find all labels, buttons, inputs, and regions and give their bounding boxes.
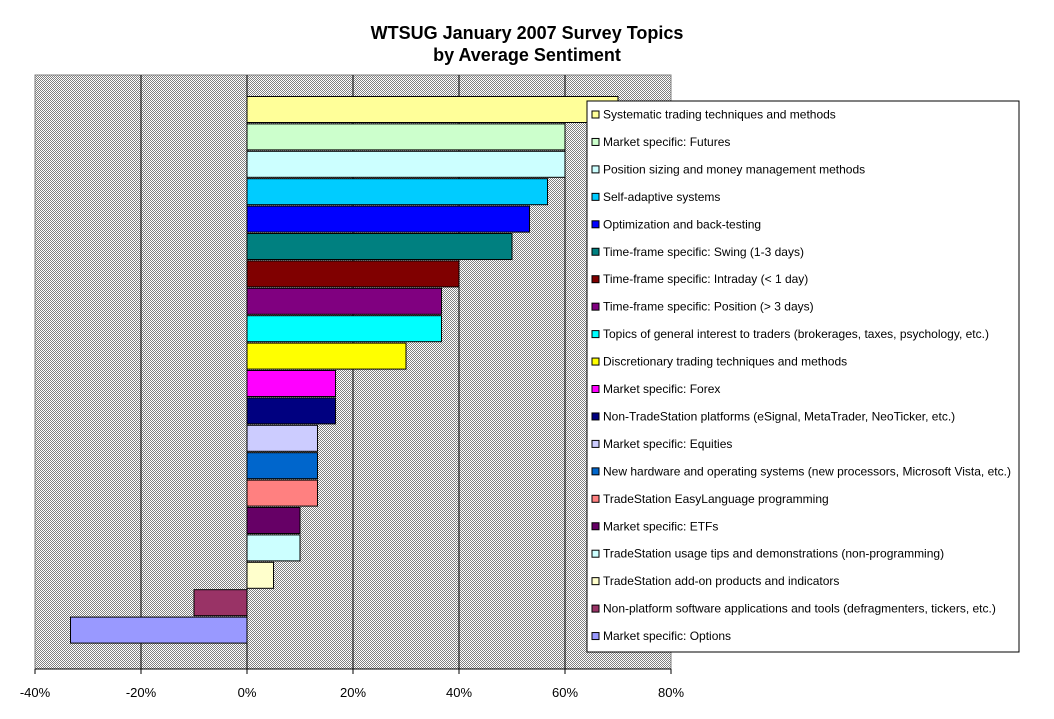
legend-swatch — [591, 385, 600, 393]
legend-swatch — [591, 165, 600, 174]
bar — [246, 205, 530, 233]
bar — [246, 534, 301, 562]
x-tick-label: 20% — [340, 685, 366, 700]
bar — [193, 589, 248, 617]
bar — [246, 150, 566, 178]
chart-subtitle: by Average Sentiment — [433, 45, 621, 65]
legend-label: Time-frame specific: Intraday (< 1 day) — [603, 272, 808, 286]
legend-swatch — [591, 357, 600, 366]
legend-swatch — [591, 577, 600, 586]
legend-label: Self-adaptive systems — [603, 190, 720, 204]
x-tick-label: 80% — [658, 685, 684, 700]
legend-swatch — [591, 549, 600, 558]
bar — [246, 424, 318, 452]
legend-swatch — [591, 220, 600, 229]
legend-label: Time-frame specific: Position (> 3 days) — [603, 300, 814, 314]
legend-label: Market specific: ETFs — [603, 519, 718, 533]
legend-label: Systematic trading techniques and method… — [603, 108, 836, 122]
legend-label: Topics of general interest to traders (b… — [603, 327, 989, 341]
x-axis: -40% -20% 0% 20% 40% 60% 80% — [20, 668, 684, 700]
legend-label: Market specific: Forex — [603, 382, 720, 396]
legend-swatch — [591, 494, 600, 503]
legend-label: Time-frame specific: Swing (1-3 days) — [603, 245, 804, 259]
legend-label: Non-TradeStation platforms (eSignal, Met… — [603, 409, 955, 423]
bar — [246, 397, 337, 425]
chart-title: WTSUG January 2007 Survey Topics by Aver… — [0, 22, 1054, 66]
x-tick-label: 60% — [552, 685, 578, 700]
bar — [246, 370, 337, 397]
legend-swatch — [591, 439, 600, 448]
x-tick-label: 0% — [238, 685, 257, 700]
bar — [246, 507, 301, 534]
legend-swatch — [591, 110, 600, 119]
legend-swatch — [591, 302, 600, 311]
legend-swatch — [591, 632, 600, 641]
legend-label: TradeStation EasyLanguage programming — [603, 492, 829, 506]
x-tick-label: 40% — [446, 685, 472, 700]
bar — [246, 479, 318, 507]
legend-swatch — [591, 604, 600, 613]
bar — [246, 452, 318, 480]
legend-swatch — [591, 192, 600, 201]
bar — [246, 178, 549, 206]
legend-label: New hardware and operating systems (new … — [603, 464, 1011, 478]
bars-group — [70, 96, 619, 644]
legend-box — [586, 100, 1020, 653]
legend-swatch — [591, 247, 600, 256]
bar — [246, 123, 566, 151]
legend-label: Market specific: Futures — [603, 135, 730, 149]
bar — [246, 315, 443, 343]
bar — [246, 96, 619, 123]
legend-label: Market specific: Equities — [603, 437, 732, 451]
legend-label: Position sizing and money management met… — [603, 162, 865, 176]
legend-label: TradeStation usage tips and demonstratio… — [603, 547, 944, 561]
legend-label: Non-platform software applications and t… — [603, 602, 996, 616]
bar — [246, 342, 407, 370]
x-tick-label: -40% — [20, 685, 51, 700]
bar — [246, 260, 460, 288]
bar — [246, 561, 274, 589]
x-tick-label: -20% — [126, 685, 157, 700]
legend-swatch — [591, 467, 600, 476]
legend-swatch — [591, 137, 600, 146]
legend-label: Optimization and back-testing — [603, 217, 761, 231]
legend: Systematic trading techniques and method… — [586, 100, 1020, 653]
bar — [246, 233, 513, 260]
bar — [70, 616, 248, 644]
legend-swatch — [591, 412, 600, 421]
legend-label: Discretionary trading techniques and met… — [603, 355, 847, 369]
legend-swatch — [591, 330, 600, 339]
legend-label: Market specific: Options — [603, 629, 731, 643]
chart-title-line: WTSUG January 2007 Survey Topics — [370, 23, 684, 43]
legend-swatch — [591, 522, 600, 531]
legend-swatch — [591, 275, 600, 284]
bar — [246, 287, 443, 315]
legend-label: TradeStation add-on products and indicat… — [603, 574, 839, 588]
